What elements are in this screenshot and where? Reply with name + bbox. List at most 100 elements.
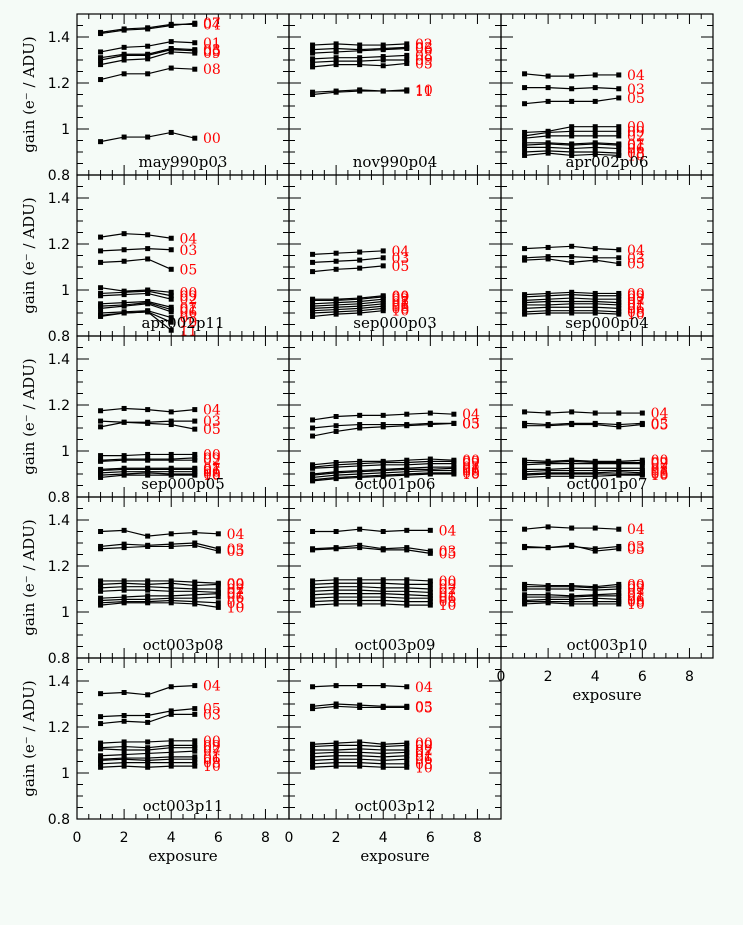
series-label: 05 (179, 262, 197, 278)
data-point (592, 304, 598, 310)
series-label: 04 (203, 17, 221, 33)
data-point (404, 60, 410, 66)
data-point (333, 584, 339, 590)
series-label: 01 (203, 36, 221, 52)
data-point (192, 457, 198, 463)
series-label: 02 (651, 457, 669, 473)
series-line (312, 305, 384, 312)
series-label: 02 (627, 582, 645, 598)
data-point (98, 546, 104, 552)
series-06: 06 (310, 752, 433, 768)
series-line (312, 582, 431, 586)
data-point (427, 527, 433, 533)
data-point (333, 266, 339, 272)
x-tick-label: 2 (544, 669, 553, 685)
series-label: 04 (227, 527, 245, 543)
y-tick-label: 1 (61, 122, 70, 138)
series-line (100, 596, 219, 602)
series-00: 00 (522, 120, 645, 136)
data-point (592, 301, 598, 307)
series-label: 08 (462, 466, 480, 482)
series-label: 02 (415, 743, 433, 759)
data-point (333, 41, 339, 47)
series-line (312, 265, 384, 273)
series-line (100, 602, 219, 608)
series-label: 02 (627, 292, 645, 308)
data-point (121, 405, 127, 411)
data-point (145, 420, 151, 426)
data-point (545, 129, 551, 135)
series-10: 10 (98, 759, 221, 775)
data-point (310, 585, 316, 591)
data-point (192, 40, 198, 46)
data-point (569, 133, 575, 139)
data-point (121, 310, 127, 316)
data-point (404, 88, 410, 94)
data-point (357, 683, 363, 689)
data-point (522, 149, 528, 155)
series-06: 06 (98, 301, 197, 321)
data-point (380, 598, 386, 603)
data-point (404, 52, 410, 58)
data-point (168, 711, 174, 717)
data-point (427, 589, 433, 595)
data-point (215, 586, 221, 592)
series-line (100, 311, 172, 331)
series-label: 10 (391, 304, 409, 320)
series-02: 02 (522, 457, 668, 473)
data-point (310, 595, 316, 601)
series-05: 05 (98, 542, 244, 560)
data-point (616, 152, 622, 158)
data-point (522, 294, 528, 300)
data-point (145, 587, 151, 593)
data-point (192, 583, 198, 589)
series-line (312, 599, 431, 603)
data-point (427, 602, 433, 608)
series-line (100, 582, 219, 587)
data-point (616, 261, 622, 267)
series-line (100, 593, 219, 599)
data-point (168, 422, 174, 428)
series-label: 03 (391, 251, 409, 267)
data-point (404, 761, 410, 767)
data-point (192, 756, 198, 762)
data-point (592, 128, 598, 134)
data-point (569, 149, 575, 155)
series-label: 04 (203, 403, 221, 419)
data-point (616, 526, 622, 532)
data-point (98, 57, 104, 63)
series-02: 02 (310, 37, 433, 53)
series-02: 02 (98, 741, 221, 757)
data-point (569, 525, 575, 531)
series-label: 07 (203, 744, 221, 760)
y-tick-label: 1 (61, 283, 70, 299)
series-label: 06 (415, 42, 433, 58)
series-11: 11 (98, 309, 197, 339)
data-point (522, 474, 528, 480)
y-tick-label: 1 (61, 444, 70, 460)
data-point (121, 739, 127, 745)
data-point (404, 749, 410, 755)
series-05: 05 (98, 419, 221, 438)
series-label: 03 (203, 43, 221, 59)
series-05: 05 (98, 256, 197, 278)
data-point (215, 531, 221, 537)
series-label: 06 (391, 299, 409, 315)
data-point (380, 54, 386, 60)
data-point (545, 73, 551, 79)
data-point (168, 738, 174, 744)
series-line (100, 310, 172, 319)
data-point (592, 601, 598, 607)
series-00: 00 (98, 447, 221, 463)
data-point (215, 594, 221, 600)
data-point (310, 269, 316, 275)
series-05: 05 (522, 256, 645, 273)
data-point (545, 410, 551, 416)
data-point (592, 310, 598, 316)
data-point (310, 547, 316, 553)
data-point (380, 744, 386, 750)
panel-frame (500, 496, 714, 659)
data-point (616, 142, 622, 148)
y-tick-label: 0.8 (48, 651, 70, 667)
